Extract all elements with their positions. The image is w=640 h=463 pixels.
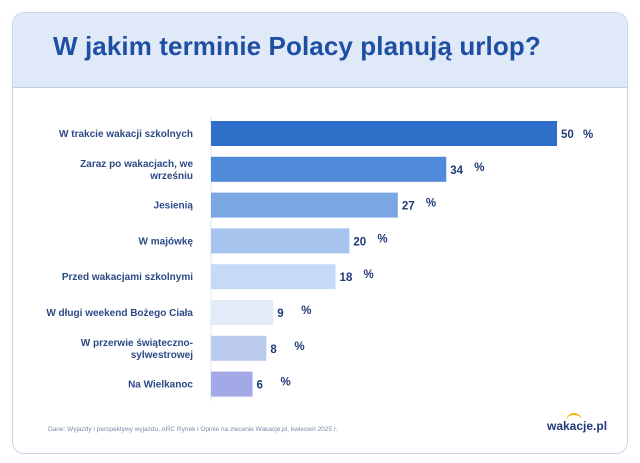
category-label: Na Wielkanoc	[128, 380, 193, 391]
percent-sign: %	[294, 341, 304, 353]
bar	[211, 192, 398, 218]
category-label: W majówkę	[139, 236, 194, 247]
value-label: 18	[340, 272, 353, 284]
value-label: 9	[277, 308, 283, 320]
value-label: 8	[270, 344, 277, 356]
category-label: W długi weekend Bożego Ciała	[46, 308, 193, 319]
page-title: W jakim terminie Polacy planują urlop?	[53, 31, 541, 61]
percent-sign: %	[583, 129, 593, 141]
category-label: W przerwie świąteczno-sylwestrowej	[81, 338, 193, 361]
percent-sign: %	[474, 162, 484, 174]
percent-sign: %	[301, 305, 311, 317]
percent-sign: %	[281, 377, 291, 389]
value-label: 50	[561, 129, 574, 141]
bar	[211, 264, 336, 290]
percent-sign: %	[364, 269, 374, 281]
category-label: Zaraz po wakacjach, we wrześniu	[80, 159, 193, 182]
bar	[211, 121, 557, 146]
brand-logo: wakacje.pl	[547, 419, 608, 433]
percent-sign: %	[426, 198, 436, 210]
bar	[211, 371, 253, 397]
source-note: Dane: Wyjazdy i perspektywy wyjazdu, ARC…	[48, 426, 338, 433]
logo-sun-icon	[566, 413, 582, 423]
value-label: 34	[450, 165, 463, 177]
value-label: 6	[257, 380, 263, 392]
category-label: Przed wakacjami szkolnymi	[62, 272, 193, 283]
category-label: W trakcie wakacji szkolnych	[59, 129, 193, 140]
bar	[211, 300, 274, 325]
value-label: 20	[353, 236, 366, 248]
header-banner: W jakim terminie Polacy planują urlop?	[13, 13, 627, 88]
percent-sign: %	[377, 233, 387, 245]
bar	[211, 156, 447, 182]
value-label: 27	[402, 201, 415, 213]
bar	[211, 335, 267, 361]
category-label: Jesienią	[154, 201, 194, 212]
bar	[211, 228, 350, 254]
infographic-card: W jakim terminie Polacy planują urlop?	[12, 12, 628, 454]
